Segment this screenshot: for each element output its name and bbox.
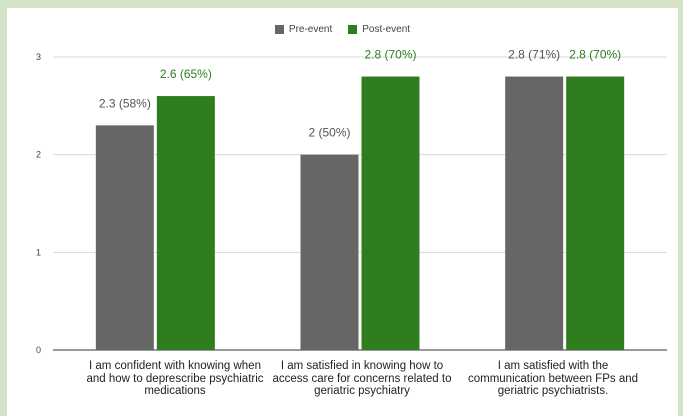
data-label-pre-event-2: 2 (50%) (308, 126, 350, 140)
legend-label-post-event: Post-event (362, 24, 411, 35)
chart-frame: Pre-event Post-event 0 1 2 3 2.3 (58%) 2.6 (6… (7, 8, 678, 416)
data-label-pre-event-1: 2.3 (58%) (99, 96, 151, 110)
bar-post-event-2 (361, 76, 420, 351)
y-tick-label: 0 (36, 345, 41, 355)
y-tick-label: 2 (36, 150, 41, 160)
bar-pre-event-3 (505, 76, 564, 351)
bar-post-event-1 (156, 96, 215, 350)
data-label-post-event-3: 2.8 (70%) (569, 48, 621, 62)
legend-item-post-event: Post-event (348, 24, 410, 35)
bar-chart-plot: 0 1 2 3 2.3 (58%) 2.6 (65%) 2 (50%) 2.8 (70%) 2.… (36, 48, 667, 355)
category-label-1: I am confident with knowing when and how… (86, 360, 264, 397)
category-label-3: I am satisfied with the communication be… (467, 360, 639, 397)
y-tick-label: 3 (36, 52, 41, 62)
category-label-2: I am satisfied in knowing how to access … (272, 360, 452, 397)
legend-swatch-post-event (348, 25, 358, 34)
legend-label-pre-event: Pre-event (288, 24, 333, 35)
legend-item-pre-event: Pre-event (274, 24, 333, 35)
legend-swatch-pre-event (274, 25, 284, 34)
bar-pre-event-2 (300, 154, 359, 350)
legend: Pre-event Post-event (7, 24, 678, 35)
data-label-post-event-1: 2.6 (65%) (160, 67, 212, 81)
y-tick-label: 1 (36, 247, 41, 257)
bar-pre-event-1 (95, 125, 154, 350)
data-label-post-event-2: 2.8 (70%) (364, 48, 416, 62)
bar-post-event-3 (566, 76, 625, 351)
data-label-pre-event-3: 2.8 (71%) (508, 48, 560, 62)
